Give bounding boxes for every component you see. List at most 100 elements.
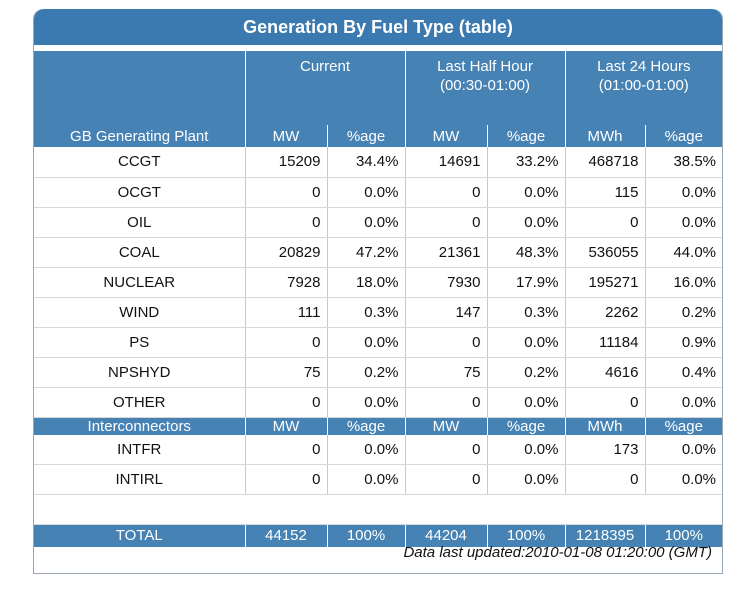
table-cell: MW	[405, 125, 488, 147]
generation-table-panel: Generation By Fuel Type (table) Current …	[33, 9, 723, 574]
table-cell: 195271	[565, 267, 646, 298]
table-title: Generation By Fuel Type (table)	[34, 9, 722, 45]
last-updated-text: Data last updated:2010-01-08 01:20:00 (G…	[403, 544, 712, 561]
table-cell: 0	[405, 177, 488, 208]
total-row: TOTAL 44152 100% 44204 100% 1218395 100%	[34, 524, 723, 547]
group-header-row: Current Last Half Hour (00:30-01:00) Las…	[34, 51, 723, 125]
table-cell: 0.0%	[327, 387, 406, 418]
table-cell: 44152	[245, 524, 328, 547]
table-cell: 0.0%	[327, 207, 406, 238]
table-cell: 0.0%	[645, 434, 723, 465]
table-cell: MWh	[565, 125, 646, 147]
table-cell: %age	[487, 125, 566, 147]
table-cell: 0.0%	[327, 464, 406, 495]
row-label: COAL	[34, 237, 246, 268]
table-cell: 44.0%	[645, 237, 723, 268]
column-header-row: GB Generating Plant MW %age MW %age MWh %age	[34, 125, 723, 147]
table-cell: %age	[645, 125, 723, 147]
table-cell: 100%	[645, 524, 723, 547]
interconnectors-header-row: Interconnectors MW %age MW %age MWh %age	[34, 417, 723, 435]
row-label: OCGT	[34, 177, 246, 208]
table-cell: %age	[327, 125, 406, 147]
table-row: CCGT 15209 34.4% 14691 33.2% 468718 38.5%	[34, 147, 723, 178]
table-cell: 100%	[327, 524, 406, 547]
group-last-half-hour: Last Half Hour (00:30-01:00)	[405, 51, 566, 125]
table-cell: 0.0%	[487, 464, 566, 495]
table-cell: 20829	[245, 237, 328, 268]
table-cell: 0	[245, 177, 328, 208]
row-label: NPSHYD	[34, 357, 246, 388]
table-cell: 0	[405, 387, 488, 418]
table-cell: 0.3%	[327, 297, 406, 328]
table-cell: 0.3%	[487, 297, 566, 328]
row-label: TOTAL	[34, 524, 246, 547]
table-cell: 173	[565, 434, 646, 465]
spacer-row	[34, 494, 723, 525]
table-row: OIL 0 0.0% 0 0.0% 0 0.0%	[34, 207, 723, 238]
table-cell: 0	[245, 387, 328, 418]
row-label: OTHER	[34, 387, 246, 418]
table-cell: 2262	[565, 297, 646, 328]
table-cell: 16.0%	[645, 267, 723, 298]
table-row: PS 0 0.0% 0 0.0% 11184 0.9%	[34, 327, 723, 358]
table-cell: 0.0%	[327, 177, 406, 208]
table-cell: 0.0%	[487, 327, 566, 358]
table-cell: 0	[245, 207, 328, 238]
row-label: GB Generating Plant	[34, 125, 246, 147]
table-cell: 15209	[245, 147, 328, 178]
spacer-cell	[34, 494, 723, 525]
table-cell: 0	[405, 434, 488, 465]
table-row: NPSHYD 75 0.2% 75 0.2% 4616 0.4%	[34, 357, 723, 388]
row-label: NUCLEAR	[34, 267, 246, 298]
table-cell: 0	[245, 327, 328, 358]
table-cell: 17.9%	[487, 267, 566, 298]
table-cell: 0.0%	[487, 177, 566, 208]
table-cell: 0.0%	[645, 464, 723, 495]
table-row: WIND 111 0.3% 147 0.3% 2262 0.2%	[34, 297, 723, 328]
table-cell: 11184	[565, 327, 646, 358]
table-cell: 34.4%	[327, 147, 406, 178]
table-row: INTIRL 0 0.0% 0 0.0% 0 0.0%	[34, 464, 723, 495]
generation-table: Current Last Half Hour (00:30-01:00) Las…	[34, 51, 723, 547]
row-label: WIND	[34, 297, 246, 328]
table-cell: 0	[245, 464, 328, 495]
table-cell: 0.0%	[645, 177, 723, 208]
plant-header-cell	[34, 51, 246, 125]
table-cell: 14691	[405, 147, 488, 178]
table-cell: 18.0%	[327, 267, 406, 298]
table-cell: 0	[405, 327, 488, 358]
row-label: PS	[34, 327, 246, 358]
table-cell: 0	[405, 464, 488, 495]
table-cell: 0.0%	[487, 434, 566, 465]
table-cell: %age	[645, 417, 723, 435]
table-cell: 0.0%	[645, 387, 723, 418]
row-label: INTIRL	[34, 464, 246, 495]
table-cell: 44204	[405, 524, 488, 547]
table-cell: 0.0%	[327, 434, 406, 465]
group-last-24-hours: Last 24 Hours (01:00-01:00)	[565, 51, 723, 125]
table-cell: 0.0%	[327, 327, 406, 358]
table-cell: MW	[245, 125, 328, 147]
table-row: COAL 20829 47.2% 21361 48.3% 536055 44.0%	[34, 237, 723, 268]
table-cell: 47.2%	[327, 237, 406, 268]
table-cell: 0.0%	[645, 207, 723, 238]
table-cell: 33.2%	[487, 147, 566, 178]
table-row: OTHER 0 0.0% 0 0.0% 0 0.0%	[34, 387, 723, 418]
table-cell: 48.3%	[487, 237, 566, 268]
table-cell: 0.9%	[645, 327, 723, 358]
table-cell: 1218395	[565, 524, 646, 547]
table-cell: 0	[565, 387, 646, 418]
table-cell: 536055	[565, 237, 646, 268]
table-cell: 0	[565, 207, 646, 238]
table-cell: %age	[327, 417, 406, 435]
row-label: OIL	[34, 207, 246, 238]
table-cell: 0.2%	[645, 297, 723, 328]
table-cell: 0.0%	[487, 207, 566, 238]
table-cell: 0.0%	[487, 387, 566, 418]
row-label: INTFR	[34, 434, 246, 465]
table-cell: 75	[245, 357, 328, 388]
row-label: CCGT	[34, 147, 246, 178]
table-cell: %age	[487, 417, 566, 435]
table-cell: 0	[565, 464, 646, 495]
table-cell: 7928	[245, 267, 328, 298]
